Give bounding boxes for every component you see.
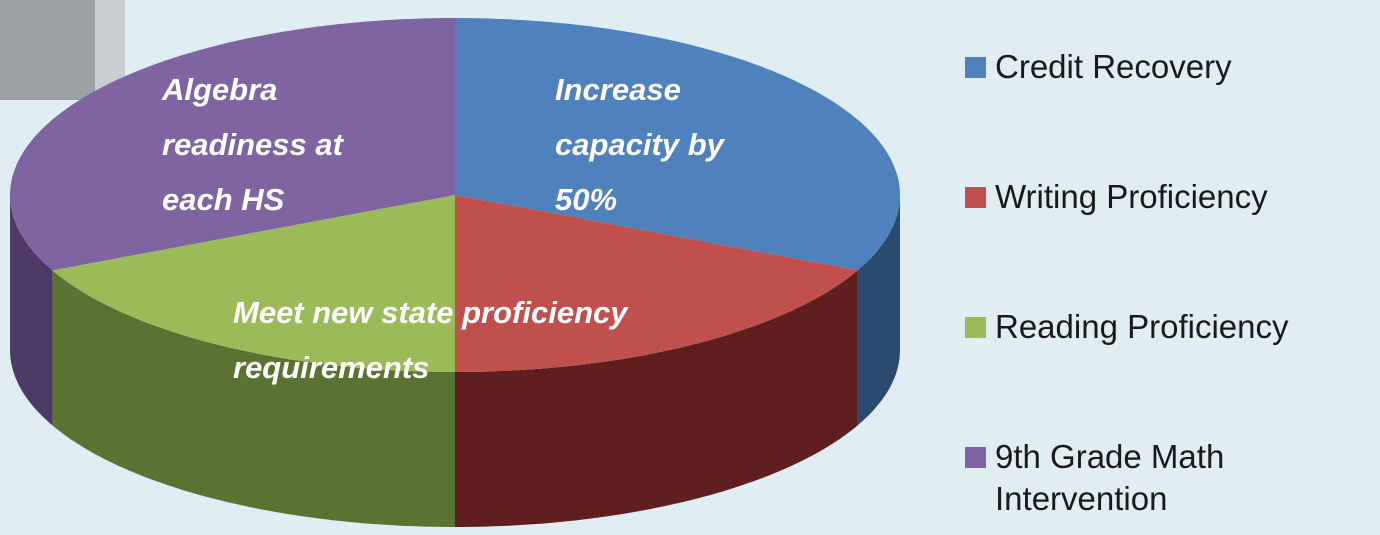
legend-swatch xyxy=(965,57,986,78)
legend-item: Writing Proficiency xyxy=(965,176,1375,218)
slice-side xyxy=(10,195,53,426)
legend-item: 9th Grade Math Intervention xyxy=(965,436,1375,520)
slice-side xyxy=(52,270,456,527)
slice-side xyxy=(455,270,858,527)
legend-label: Writing Proficiency xyxy=(995,178,1268,215)
legend-item: Credit Recovery xyxy=(965,46,1375,88)
annotation: Meet new state proficiency requirements xyxy=(233,295,628,385)
legend-swatch xyxy=(965,447,986,468)
legend-item: Reading Proficiency xyxy=(965,306,1375,348)
slice xyxy=(455,18,900,271)
slice xyxy=(52,195,456,372)
legend-label: 9th Grade Math Intervention xyxy=(995,438,1225,517)
slice xyxy=(455,195,858,372)
legend-swatch xyxy=(965,317,986,338)
slice-side xyxy=(857,195,900,426)
slice xyxy=(10,18,455,271)
legend-swatch xyxy=(965,187,986,208)
legend-label: Credit Recovery xyxy=(995,48,1232,85)
annotation: Algebra readiness at each HS xyxy=(162,72,343,217)
legend-label: Reading Proficiency xyxy=(995,308,1289,345)
annotation: Increase capacity by 50% xyxy=(555,72,724,217)
